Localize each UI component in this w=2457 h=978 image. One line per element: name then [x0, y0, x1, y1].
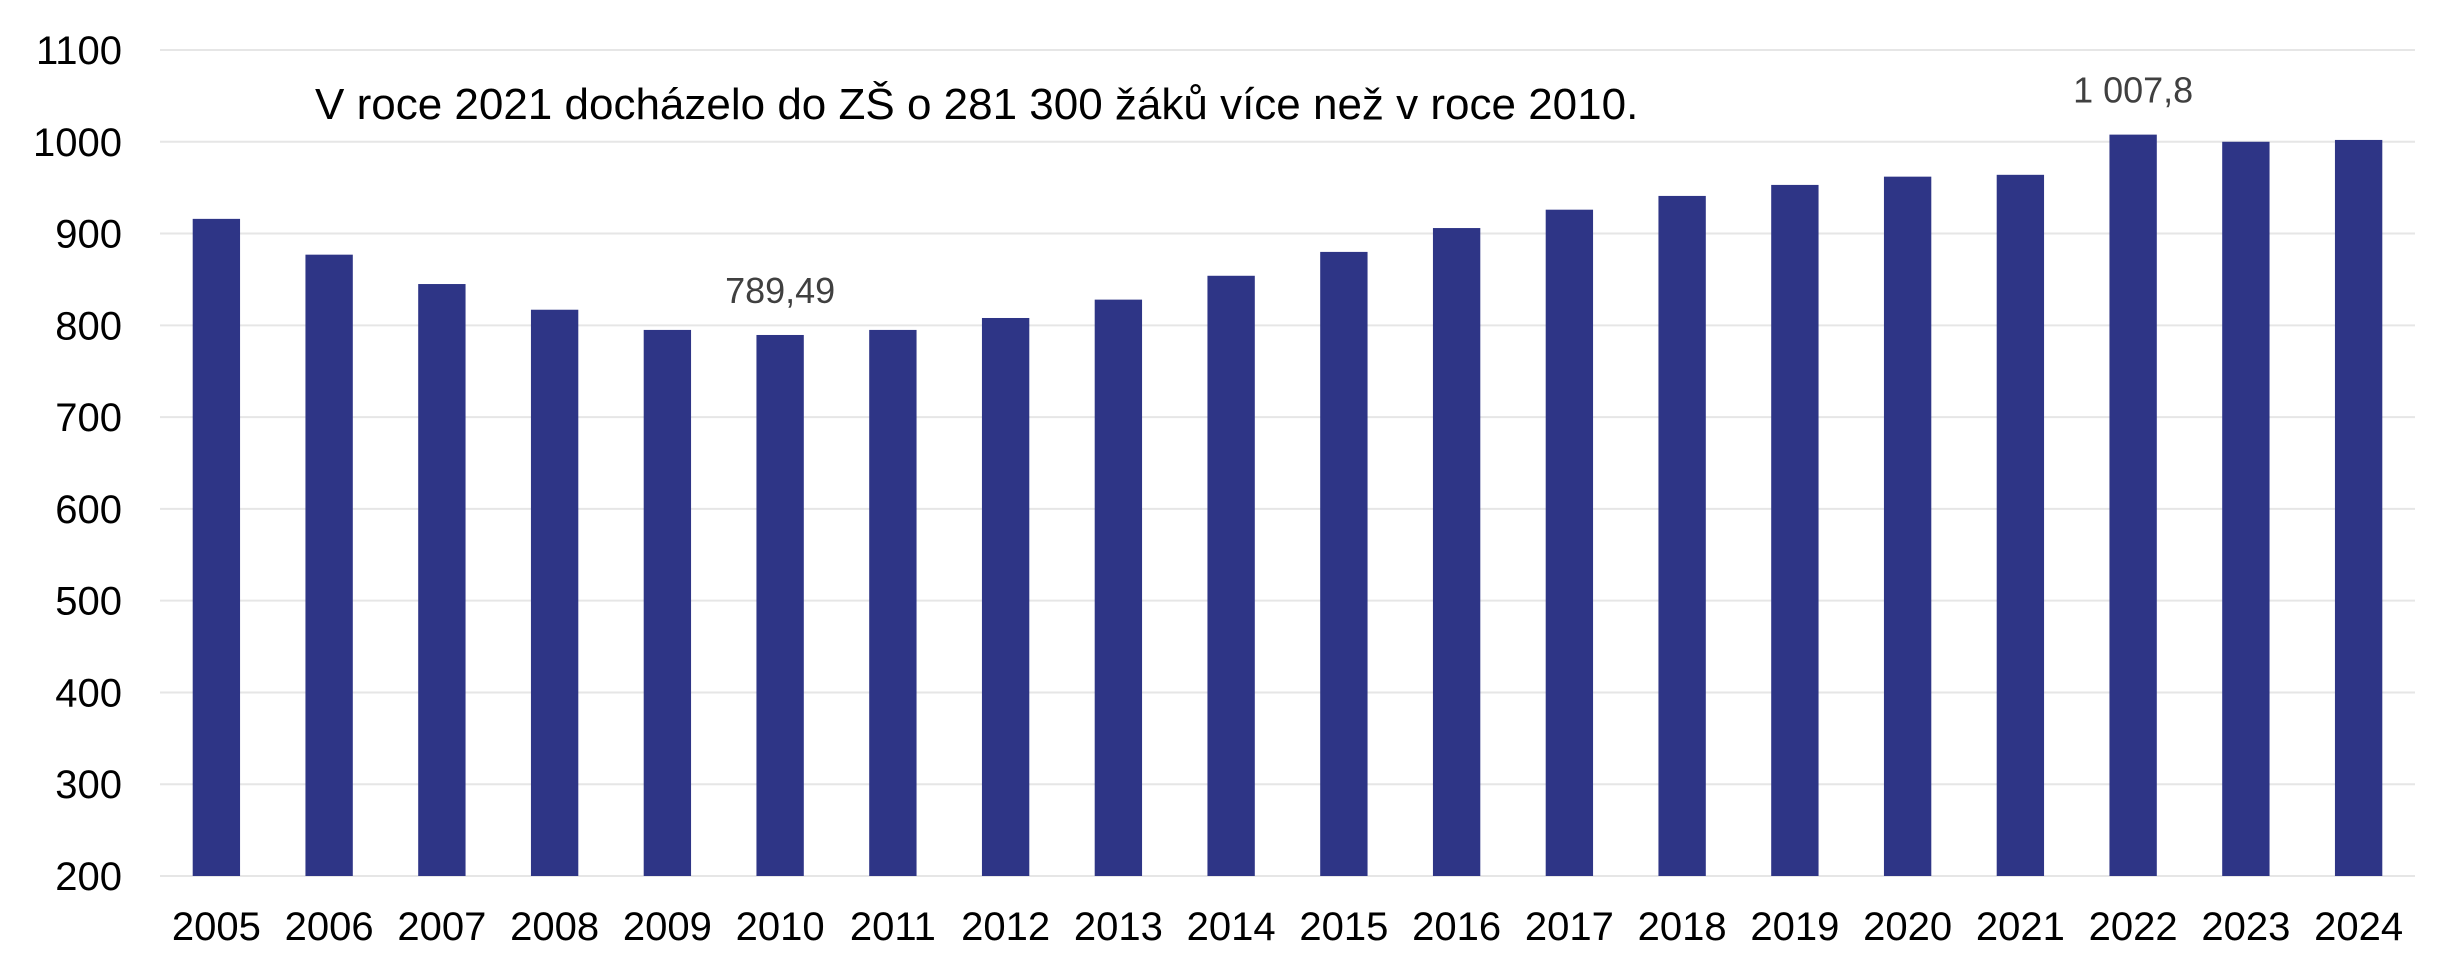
data-label-2010: 789,49 [725, 270, 835, 311]
x-tick-label: 2005 [172, 905, 261, 949]
x-tick-label: 2009 [623, 905, 712, 949]
x-tick-label: 2014 [1187, 905, 1276, 949]
x-tick-label: 2015 [1299, 905, 1388, 949]
bar-2023 [2222, 141, 2270, 876]
data-label-2022: 1 007,8 [2073, 70, 2193, 111]
x-tick-label: 2024 [2314, 905, 2403, 949]
bar-2012 [981, 317, 1030, 877]
y-tick-label: 1100 [36, 29, 122, 73]
data-labels: 789,49 1 007,8 [725, 70, 2193, 311]
bar-2005 [192, 218, 241, 877]
x-tick-label: 2018 [1638, 905, 1727, 949]
x-axis-ticks: 2005 2006 2007 2008 2009 2010 2011 2012 2013 2014… [172, 905, 2403, 949]
x-tick-label: 2011 [850, 905, 936, 949]
bar-2019 [1771, 184, 1819, 876]
bar-2014 [1207, 275, 1255, 877]
bar-2021 [1996, 174, 2045, 877]
x-tick-label: 2023 [2201, 905, 2290, 949]
bar-2006 [305, 254, 353, 877]
y-tick-label: 700 [55, 396, 122, 440]
x-tick-label: 2017 [1525, 905, 1614, 949]
x-tick-label: 2021 [1976, 905, 2065, 949]
bar-2020 [1883, 176, 1932, 877]
bar-2018 [1658, 195, 1706, 877]
x-tick-label: 2012 [961, 905, 1050, 949]
chart-annotation: V roce 2021 docházelo do ZŠ o 281 300 žá… [315, 79, 1638, 129]
bar-2016 [1432, 228, 1481, 876]
x-tick-label: 2007 [397, 905, 486, 949]
bar-2015 [1320, 251, 1368, 876]
bar-2009 [643, 329, 692, 876]
y-tick-label: 600 [55, 488, 122, 532]
x-tick-label: 2016 [1412, 905, 1501, 949]
y-tick-label: 1000 [33, 121, 122, 165]
y-tick-label: 900 [55, 213, 122, 257]
x-tick-label: 2010 [736, 905, 825, 949]
y-tick-label: 800 [55, 304, 122, 348]
x-tick-label: 2019 [1750, 905, 1839, 949]
bar-2011 [869, 329, 917, 876]
gridlines [160, 49, 2415, 877]
y-tick-label: 300 [55, 763, 122, 807]
x-tick-label: 2008 [510, 905, 599, 949]
bar-2007 [418, 284, 466, 876]
x-tick-label: 2013 [1074, 905, 1163, 949]
bar-2024 [2334, 139, 2383, 877]
bar-2013 [1094, 299, 1143, 876]
y-tick-label: 200 [55, 855, 122, 899]
y-tick-label: 500 [55, 580, 122, 624]
bars [192, 134, 2383, 877]
y-axis-ticks: 200 300 400 500 600 700 800 900 1000 1100 [33, 29, 122, 899]
x-tick-label: 2020 [1863, 905, 1952, 949]
y-tick-label: 400 [55, 671, 122, 715]
bar-2008 [530, 309, 579, 877]
x-tick-label: 2022 [2089, 905, 2178, 949]
bar-2017 [1545, 209, 1594, 876]
bar-2010 [756, 334, 804, 876]
x-tick-label: 2006 [285, 905, 374, 949]
bar-2022 [2109, 134, 2157, 876]
